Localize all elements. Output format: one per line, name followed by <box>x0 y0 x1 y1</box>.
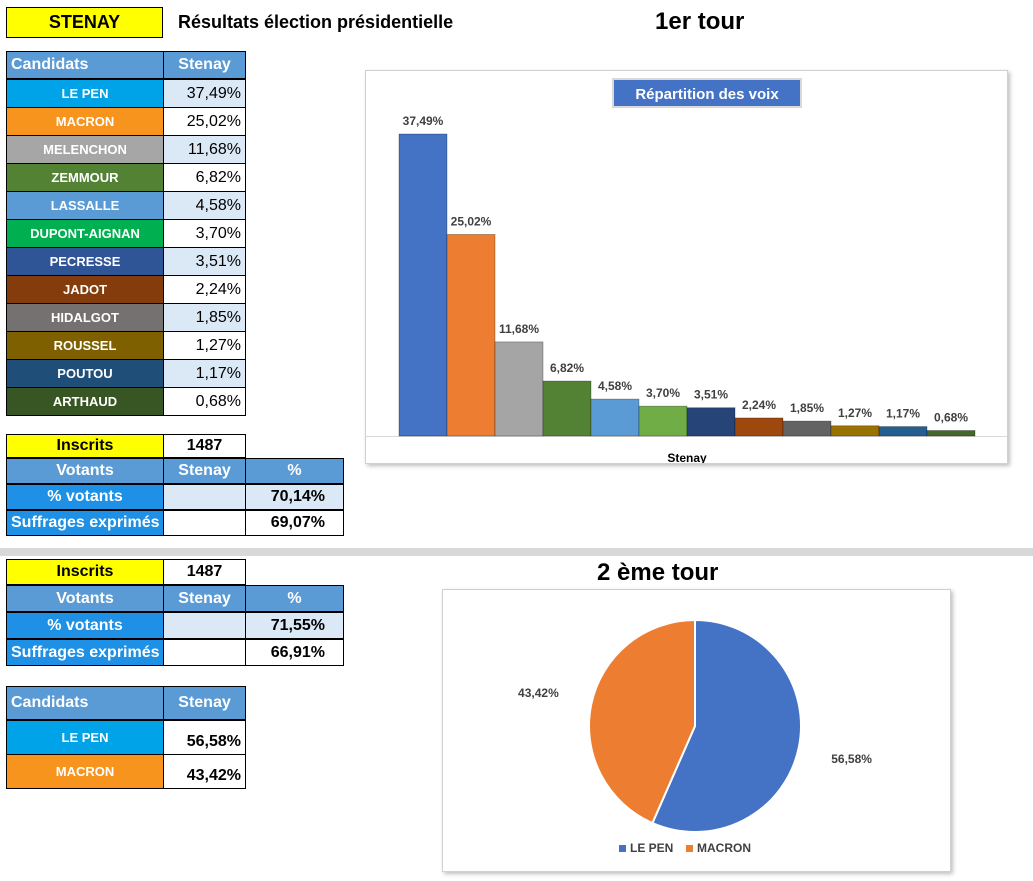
r1-bar-label: 1,17% <box>886 407 920 421</box>
r1-bar <box>782 420 832 437</box>
r1-votants-col3: % <box>245 458 344 484</box>
r1-candidate-value: 1,27% <box>163 331 246 360</box>
r1-suffrages-value: 69,07% <box>245 510 344 536</box>
r1-candidate-value: 2,24% <box>163 275 246 304</box>
r1-bar-label: 1,85% <box>790 401 824 415</box>
r2-chart-area: 56,58% 43,42% LE PEN MACRON <box>442 589 951 872</box>
r2-pie-slice <box>651 618 802 833</box>
r2-suffrages-blank <box>163 639 246 666</box>
section-divider <box>0 548 1033 556</box>
r1-header-commune: Stenay <box>163 51 246 79</box>
r1-candidate-name: HIDALGOT <box>6 303 164 332</box>
r2-pct-votants-label: % votants <box>6 612 164 639</box>
r2-suffrages-value: 66,91% <box>245 639 344 666</box>
r2-legend-swatch <box>619 845 626 852</box>
r1-candidate-name: MACRON <box>6 107 164 136</box>
r2-votants-col3: % <box>245 585 344 612</box>
r1-candidate-value: 37,49% <box>163 79 246 108</box>
r1-candidate-name: PECRESSE <box>6 247 164 276</box>
r1-candidate-name: JADOT <box>6 275 164 304</box>
r1-candidate-name: ARTHAUD <box>6 387 164 416</box>
r2-candidate-value: 56,58% <box>163 720 246 755</box>
r2-pct-votants-value: 71,55% <box>245 612 344 639</box>
r1-suffrages-label: Suffrages exprimés <box>6 510 164 536</box>
r1-pct-votants-blank <box>163 484 246 510</box>
r2-legend-label: MACRON <box>697 841 751 855</box>
r1-header-candidats: Candidats <box>6 51 164 79</box>
r1-bar-label: 11,68% <box>499 322 539 336</box>
r1-candidate-value: 11,68% <box>163 135 246 164</box>
r1-bar-label: 0,68% <box>934 411 968 425</box>
r1-bar <box>926 430 976 437</box>
r1-bar <box>734 417 784 437</box>
r1-bar <box>638 405 688 437</box>
r1-chart-area: Répartition des voix 37,49% 25,02% 11,68% 6,… <box>365 70 1008 465</box>
r2-pie-label: 56,58% <box>831 752 872 766</box>
r1-inscrits-value: 1487 <box>163 434 246 458</box>
r1-candidate-name: POUTOU <box>6 359 164 388</box>
r1-votants-label: Votants <box>6 458 164 484</box>
r1-candidate-value: 3,70% <box>163 219 246 248</box>
r2-votants-col2: Stenay <box>163 585 246 612</box>
page-title: Résultats élection présidentielle <box>178 12 454 32</box>
commune-badge: STENAY <box>6 7 163 38</box>
r2-pie-label: 43,42% <box>518 686 559 700</box>
r1-suffrages-blank <box>163 510 246 536</box>
r1-bar <box>446 234 496 437</box>
r1-candidate-name: ROUSSEL <box>6 331 164 360</box>
r1-bar <box>590 398 640 437</box>
r1-bar <box>878 426 928 437</box>
r2-candidate-name: MACRON <box>6 754 164 789</box>
r1-chart-title: Répartition des voix <box>635 86 779 103</box>
r2-legend-swatch <box>686 845 693 852</box>
r1-chart-xlabel: Stenay <box>667 451 707 463</box>
r1-candidate-value: 6,82% <box>163 163 246 192</box>
r2-votants-label: Votants <box>6 585 164 612</box>
round2-title: 2 ème tour <box>597 559 719 586</box>
r2-legend-label: LE PEN <box>630 841 673 855</box>
r1-candidate-value: 25,02% <box>163 107 246 136</box>
r1-bar-label: 25,02% <box>451 214 492 228</box>
r1-candidate-name: DUPONT-AIGNAN <box>6 219 164 248</box>
r1-candidate-value: 3,51% <box>163 247 246 276</box>
r1-bar-label: 1,27% <box>838 406 872 420</box>
r1-candidate-name: LASSALLE <box>6 191 164 220</box>
r2-pie-chart: 56,58% 43,42% LE PEN MACRON <box>518 618 872 855</box>
r1-bar-label: 3,51% <box>694 388 728 402</box>
r1-bar-label: 2,24% <box>742 398 776 412</box>
r1-candidate-name: MELENCHON <box>6 135 164 164</box>
r2-inscrits-value: 1487 <box>163 559 246 585</box>
r1-bar <box>686 407 736 437</box>
r1-candidate-value: 4,58% <box>163 191 246 220</box>
r2-inscrits-label: Inscrits <box>6 559 164 585</box>
r2-suffrages-label: Suffrages exprimés <box>6 639 164 666</box>
r1-bar <box>398 133 448 437</box>
r1-bar <box>542 380 592 437</box>
r1-pct-votants-value: 70,14% <box>245 484 344 510</box>
r1-inscrits-label: Inscrits <box>6 434 164 458</box>
r1-candidate-value: 1,17% <box>163 359 246 388</box>
r1-pct-votants-label: % votants <box>6 484 164 510</box>
r1-candidate-name: ZEMMOUR <box>6 163 164 192</box>
r2-candidate-value: 43,42% <box>163 754 246 789</box>
r2-pie-slice <box>588 618 696 825</box>
r1-chart-title-box: Répartition des voix <box>612 78 802 108</box>
r1-candidate-value: 1,85% <box>163 303 246 332</box>
r1-candidate-name: LE PEN <box>6 79 164 108</box>
r1-candidate-value: 0,68% <box>163 387 246 416</box>
r1-bar-label: 6,82% <box>550 361 584 375</box>
r2-candidate-name: LE PEN <box>6 720 164 755</box>
r2-pie-legend: LE PEN MACRON <box>619 841 751 855</box>
r1-bar <box>830 425 880 437</box>
round1-title: 1er tour <box>655 8 745 35</box>
r1-bar-label: 3,70% <box>646 386 680 400</box>
r2-pct-votants-blank <box>163 612 246 639</box>
r1-votants-col2: Stenay <box>163 458 246 484</box>
r1-bar-chart: Répartition des voix 37,49% 25,02% 11,68% 6,… <box>366 78 1007 465</box>
r2-header-commune: Stenay <box>163 686 246 720</box>
r1-bar <box>494 341 544 437</box>
r1-bar-label: 37,49% <box>403 114 444 128</box>
r2-header-candidats: Candidats <box>6 686 164 720</box>
r1-bar-label: 4,58% <box>598 379 632 393</box>
